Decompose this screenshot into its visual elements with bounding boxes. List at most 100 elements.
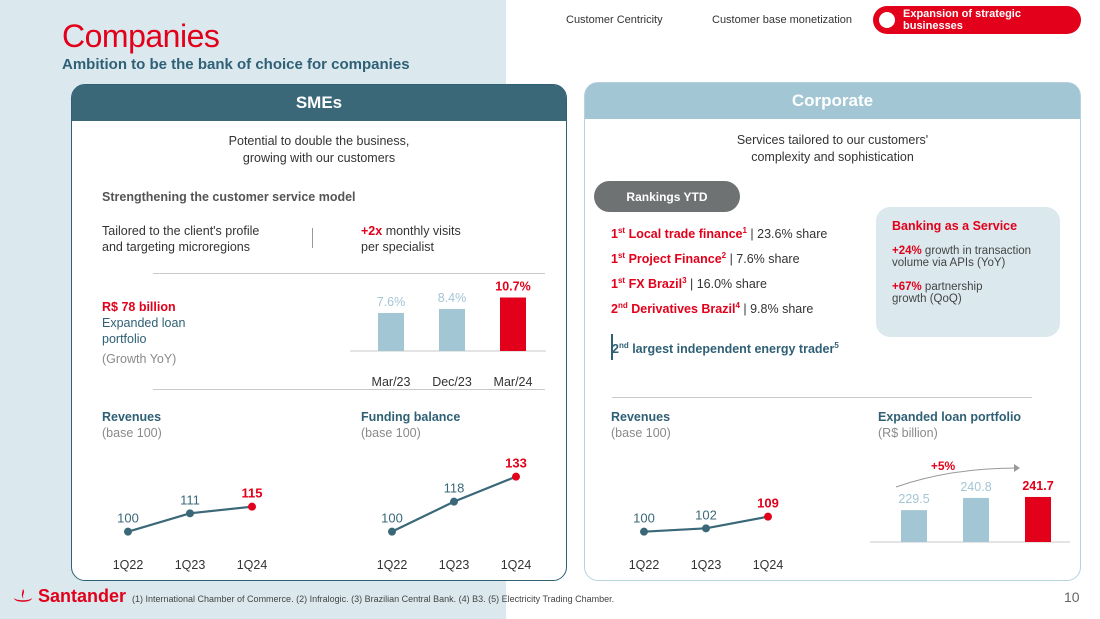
rank-note: 1 bbox=[742, 226, 747, 235]
santander-logo: Santander bbox=[12, 586, 126, 607]
growth-arrow-line bbox=[895, 467, 1019, 488]
tab-customer-centricity[interactable]: Customer Centricity bbox=[566, 14, 663, 26]
chart-data-label: 118 bbox=[444, 481, 465, 496]
chart-data-label: 241.7 bbox=[1022, 479, 1053, 493]
smes-revenues-sub: (base 100) bbox=[102, 426, 162, 440]
rank-name: FX Brazil bbox=[628, 277, 683, 292]
chart-tick-label: Dec/23 bbox=[432, 375, 472, 386]
smes-service-title: Strengthening the customer service model bbox=[102, 190, 356, 204]
santander-flame-icon bbox=[14, 588, 32, 602]
rank-name: Derivatives Brazil bbox=[631, 302, 736, 317]
energy-accent-bar bbox=[611, 334, 613, 360]
chart-point bbox=[640, 527, 648, 536]
smes-intro-line-1: Potential to double the business, bbox=[228, 134, 410, 148]
chart-point bbox=[702, 524, 710, 533]
chart-point bbox=[764, 512, 772, 521]
energy-pos: 2 bbox=[612, 342, 619, 357]
rank-share: | 16.0% share bbox=[686, 277, 767, 292]
ranking-item: 1st Project Finance2 | 7.6% share bbox=[611, 251, 827, 276]
loan-desc-line-1: Expanded loan bbox=[102, 316, 186, 330]
active-tab-dot bbox=[879, 12, 895, 28]
rank-pos: 1 bbox=[611, 227, 618, 242]
chart-data-label: 102 bbox=[695, 507, 717, 522]
chart-tick-label: Mar/24 bbox=[494, 375, 533, 386]
ranking-item: 1st Local trade finance1 | 23.6% share bbox=[611, 226, 827, 251]
energy-sup: nd bbox=[618, 341, 629, 350]
ranking-item: 1st FX Brazil3 | 16.0% share bbox=[611, 276, 827, 301]
baas-item-1: +24% growth in transaction volume via AP… bbox=[892, 245, 1044, 269]
page-subtitle: Ambition to be the bank of choice for co… bbox=[62, 56, 410, 73]
chart-bar bbox=[378, 313, 404, 351]
tab-customer-base-monetization[interactable]: Customer base monetization bbox=[712, 14, 853, 26]
corporate-loan-heading: Expanded loan portfolio (R$ billion) bbox=[878, 409, 1021, 441]
chart-point bbox=[450, 497, 458, 506]
smes-funding-chart: 100 1Q22 118 1Q23 133 1Q24 bbox=[377, 456, 532, 572]
growth-label: +5% bbox=[931, 459, 956, 473]
corporate-panel-header: Corporate bbox=[585, 83, 1080, 119]
chart-tick-label: 1Q24 bbox=[237, 558, 268, 572]
visits-line-2: per specialist bbox=[361, 240, 434, 254]
smes-divider-bottom bbox=[153, 389, 545, 390]
corporate-loan-chart: +5% 229.5Mar/23240.8Dec/23241.7Mar/24 bbox=[870, 459, 1070, 543]
corporate-revenues-chart: 100 1Q22 102 1Q23 109 1Q24 bbox=[629, 496, 784, 572]
chart-bar bbox=[963, 497, 989, 542]
profile-line-2: and targeting microregions bbox=[102, 240, 250, 254]
visits-value: +2x bbox=[361, 224, 383, 238]
smes-funding-title: Funding balance bbox=[361, 410, 461, 424]
chart-data-label: 8.4% bbox=[438, 291, 467, 305]
smes-funding-heading: Funding balance (base 100) bbox=[361, 409, 460, 441]
brand-name: Santander bbox=[38, 586, 127, 606]
chart-tick-label: 1Q22 bbox=[629, 558, 660, 572]
chart-data-label: 109 bbox=[757, 496, 779, 511]
rank-share: | 9.8% share bbox=[739, 302, 814, 317]
chart-point bbox=[512, 472, 520, 481]
chart-data-label: 100 bbox=[117, 511, 139, 526]
baas-item1-line-2: volume via APIs (YoY) bbox=[892, 257, 1006, 269]
smes-panel-header: SMEs bbox=[72, 85, 566, 121]
tab-expansion-strategic-businesses[interactable]: Expansion of strategic businesses bbox=[873, 6, 1081, 34]
corporate-intro-line-2: complexity and sophistication bbox=[751, 150, 914, 164]
baas-item2-line-1: partnership bbox=[921, 281, 983, 293]
corporate-revenues-sub: (base 100) bbox=[611, 426, 671, 440]
rank-name: Local trade finance bbox=[628, 227, 743, 242]
rank-note: 3 bbox=[682, 276, 687, 285]
smes-revenues-title: Revenues bbox=[102, 410, 162, 424]
smes-revenues-chart: 100 1Q22 111 1Q23 115 1Q24 bbox=[113, 486, 268, 572]
chart-data-label: 7.6% bbox=[377, 295, 406, 309]
page-title: Companies bbox=[62, 18, 220, 54]
smes-panel: SMEs bbox=[71, 84, 567, 581]
loan-desc-line-2: portfolio bbox=[102, 332, 147, 346]
chart-tick-label: 1Q22 bbox=[113, 558, 144, 572]
baas-item-2: +67% partnership growth (QoQ) bbox=[892, 281, 1044, 305]
energy-text: largest independent energy trader bbox=[628, 342, 835, 357]
baas-item2-line-2: growth (QoQ) bbox=[892, 293, 962, 305]
chart-data-label: 115 bbox=[242, 486, 263, 501]
visits-line-1: monthly visits bbox=[382, 224, 461, 238]
rank-note: 2 bbox=[721, 251, 727, 260]
chart-point bbox=[186, 509, 194, 518]
rank-sup: nd bbox=[617, 301, 628, 310]
chart-data-label: 100 bbox=[633, 511, 655, 526]
smes-intro-line-2: growing with our customers bbox=[242, 151, 396, 165]
smes-visits-text: +2x monthly visits per specialist bbox=[361, 223, 461, 255]
smes-intro: Potential to double the business, growin… bbox=[71, 133, 567, 167]
chart-point bbox=[248, 502, 256, 511]
rank-name: Project Finance bbox=[628, 252, 722, 267]
chart-data-label: 100 bbox=[381, 511, 403, 526]
chart-data-label: 240.8 bbox=[960, 480, 991, 494]
rank-pos: 2 bbox=[611, 302, 618, 317]
tab-label: Expansion of strategic businesses bbox=[903, 8, 1021, 32]
smes-revenues-heading: Revenues (base 100) bbox=[102, 409, 162, 441]
rank-note: 4 bbox=[735, 301, 740, 310]
smes-loan-growth-chart: 7.6% Mar/23 8.4% Dec/23 10.7% Mar/24 bbox=[350, 280, 546, 386]
corporate-intro: Services tailored to our customers' comp… bbox=[584, 132, 1081, 166]
corporate-loan-title: Expanded loan portfolio bbox=[878, 410, 1022, 424]
chart-bar bbox=[901, 510, 927, 542]
rank-pos: 1 bbox=[611, 252, 618, 267]
chart-tick-label: 1Q22 bbox=[377, 558, 408, 572]
ranking-item: 2nd Derivatives Brazil4 | 9.8% share bbox=[611, 301, 827, 326]
rank-sup: st bbox=[617, 226, 626, 235]
chart-tick-label: 1Q24 bbox=[753, 558, 784, 572]
corporate-intro-line-1: Services tailored to our customers' bbox=[736, 133, 929, 147]
rank-sup: st bbox=[617, 276, 626, 285]
